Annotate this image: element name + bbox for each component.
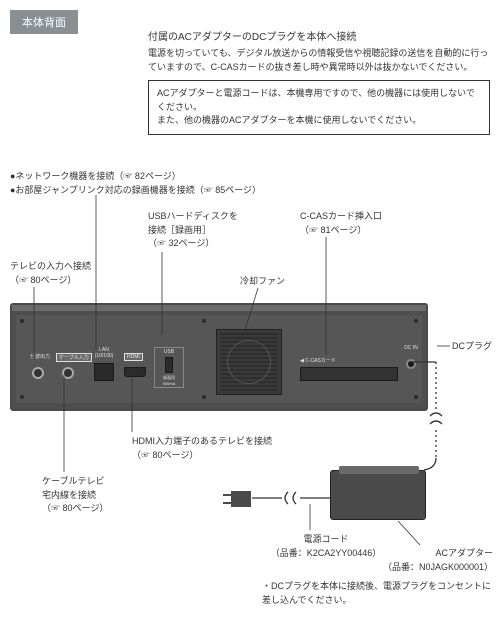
label-usb: USB [156, 349, 182, 355]
slot-ccas [300, 367, 398, 381]
bottom-note: ・DCプラグを本体に接続後、電源プラグをコンセントに差し込んでください。 [262, 580, 492, 607]
callout-adapter: ACアダプター （品番：N0JAGK000001） [378, 547, 493, 574]
callout-adapter-l1: ACアダプター [378, 547, 493, 561]
callout-usb-l1: USBハードディスクを [148, 210, 238, 224]
port-usb [165, 357, 173, 373]
callout-tv: テレビの入力へ接続 （☞ 80ページ） [10, 260, 91, 287]
device-rear-panel: 分波出力 ケーブル入力 LAN (10/100) HDMI USB 録画用 90… [10, 303, 428, 411]
callout-ccas: C-CASカード挿入口 （☞ 81ページ） [300, 210, 382, 237]
device-top-edge [12, 305, 426, 311]
label-lan2: (10/100) [84, 353, 124, 359]
port-dc [406, 359, 416, 369]
callout-ccas-l2: （☞ 81ページ） [300, 224, 382, 238]
callout-cord: 電源コード （品番：K2CA2YY00446） [256, 533, 396, 560]
fan [216, 329, 282, 395]
callout-fan-label: 冷却ファン [240, 276, 285, 286]
port-lan [94, 363, 114, 381]
label-usb3: 900mA [156, 381, 182, 386]
top-heading: 付属のACアダプターのDCプラグを本体へ接続 [148, 28, 490, 43]
callout-tv-l2: （☞ 80ページ） [10, 274, 91, 288]
section-title: 本体背面 [22, 17, 66, 29]
adapter-top-icon [339, 466, 419, 474]
screw-icon [202, 319, 206, 323]
callout-hdmi: HDMI入力端子のあるテレビを接続 （☞ 80ページ） [132, 435, 272, 462]
bottom-note-text: ・DCプラグを本体に接続後、電源プラグをコンセントに差し込んでください。 [262, 581, 491, 605]
port-hdmi [124, 367, 146, 377]
screw-icon [414, 395, 418, 399]
label-dc: DC IN [396, 345, 426, 351]
label-ccas: ◀ C-CASカード [300, 357, 380, 364]
callout-usb: USBハードディスクを 接続［録画用］ （☞ 32ページ） [148, 210, 238, 251]
callout-hdmi-l2: （☞ 80ページ） [132, 449, 272, 463]
ac-adapter [330, 470, 426, 520]
callout-network: ●ネットワーク機器を接続（☞ 82ページ） ●お部屋ジャンプリンク対応の録画機器… [10, 170, 290, 197]
section-title-tab: 本体背面 [10, 10, 78, 34]
label-bunpa: 分波出力 [20, 353, 60, 360]
callout-fan: 冷却ファン [240, 275, 285, 289]
fan-ring-icon [227, 340, 271, 384]
page: 本体背面 付属のACアダプターのDCプラグを本体へ接続 電源を切っていても、デジ… [0, 0, 500, 619]
callout-tv-l1: テレビの入力へ接続 [10, 260, 91, 274]
callout-cable-l3: （☞ 80ページ） [42, 502, 108, 516]
top-warning-box: ACアダプターと電源コードは、本機専用ですので、他の機器には使用しないでください… [148, 80, 490, 135]
callout-cord-l2: （品番：K2CA2YY00446） [256, 547, 396, 561]
callout-network-2: ●お部屋ジャンプリンク対応の録画機器を接続（☞ 85ページ） [10, 184, 290, 198]
label-hdmi: HDMI [124, 353, 143, 361]
top-body: 電源を切っていても、デジタル放送からの情報受信や視聴記録の送信を自動的に行ってい… [148, 47, 490, 74]
callout-ccas-l1: C-CASカード挿入口 [300, 210, 382, 224]
top-instructions: 付属のACアダプターのDCプラグを本体へ接続 電源を切っていても、デジタル放送か… [148, 28, 490, 135]
callout-cable-l1: ケーブルテレビ [42, 475, 108, 489]
callout-dcplug-label: DCプラグ [452, 341, 492, 351]
callout-usb-l3: （☞ 32ページ） [148, 237, 238, 251]
port-bunpa [32, 367, 44, 379]
power-plug-icon [231, 491, 251, 507]
callout-usb-l2: 接続［録画用］ [148, 224, 238, 238]
usb-box: USB 録画用 900mA [154, 347, 184, 388]
callout-hdmi-l1: HDMI入力端子のあるテレビを接続 [132, 435, 272, 449]
screw-icon [414, 319, 418, 323]
screw-icon [20, 319, 24, 323]
port-cable-in [62, 367, 74, 379]
callout-adapter-l2: （品番：N0JAGK000001） [378, 561, 493, 575]
screw-icon [20, 395, 24, 399]
callout-cable-l2: 宅内線を接続 [42, 489, 108, 503]
callout-cord-l1: 電源コード [256, 533, 396, 547]
screw-icon [202, 395, 206, 399]
callout-cable: ケーブルテレビ 宅内線を接続 （☞ 80ページ） [42, 475, 108, 516]
callout-dcplug: DCプラグ [452, 340, 492, 354]
device-face: 分波出力 ケーブル入力 LAN (10/100) HDMI USB 録画用 90… [16, 315, 422, 403]
callout-network-1: ●ネットワーク機器を接続（☞ 82ページ） [10, 170, 290, 184]
